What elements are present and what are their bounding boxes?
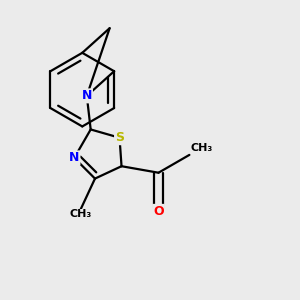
Text: S: S	[115, 131, 124, 144]
Text: N: N	[69, 152, 80, 164]
Text: CH₃: CH₃	[70, 209, 92, 219]
Text: N: N	[82, 89, 92, 102]
Text: O: O	[153, 205, 164, 218]
Text: CH₃: CH₃	[191, 143, 213, 153]
